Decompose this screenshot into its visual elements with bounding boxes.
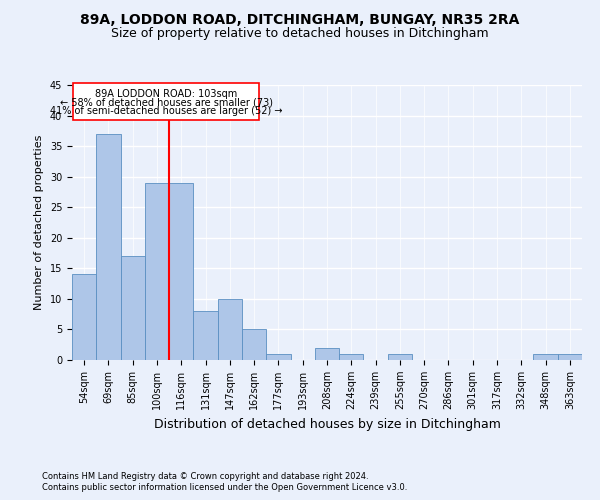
Bar bbox=[533, 354, 558, 360]
Bar bbox=[169, 183, 193, 360]
Bar bbox=[558, 354, 582, 360]
Bar bbox=[242, 330, 266, 360]
Bar bbox=[315, 348, 339, 360]
FancyBboxPatch shape bbox=[73, 83, 259, 120]
Bar bbox=[145, 183, 169, 360]
Bar bbox=[96, 134, 121, 360]
Bar bbox=[72, 274, 96, 360]
Bar bbox=[193, 311, 218, 360]
Y-axis label: Number of detached properties: Number of detached properties bbox=[34, 135, 44, 310]
X-axis label: Distribution of detached houses by size in Ditchingham: Distribution of detached houses by size … bbox=[154, 418, 500, 430]
Text: ← 58% of detached houses are smaller (73): ← 58% of detached houses are smaller (73… bbox=[59, 97, 272, 107]
Text: Size of property relative to detached houses in Ditchingham: Size of property relative to detached ho… bbox=[111, 28, 489, 40]
Bar bbox=[339, 354, 364, 360]
Text: Contains public sector information licensed under the Open Government Licence v3: Contains public sector information licen… bbox=[42, 484, 407, 492]
Bar bbox=[121, 256, 145, 360]
Text: 89A LODDON ROAD: 103sqm: 89A LODDON ROAD: 103sqm bbox=[95, 88, 237, 99]
Text: 89A, LODDON ROAD, DITCHINGHAM, BUNGAY, NR35 2RA: 89A, LODDON ROAD, DITCHINGHAM, BUNGAY, N… bbox=[80, 12, 520, 26]
Bar bbox=[218, 299, 242, 360]
Text: Contains HM Land Registry data © Crown copyright and database right 2024.: Contains HM Land Registry data © Crown c… bbox=[42, 472, 368, 481]
Bar bbox=[388, 354, 412, 360]
Text: 41% of semi-detached houses are larger (52) →: 41% of semi-detached houses are larger (… bbox=[50, 106, 283, 117]
Bar bbox=[266, 354, 290, 360]
